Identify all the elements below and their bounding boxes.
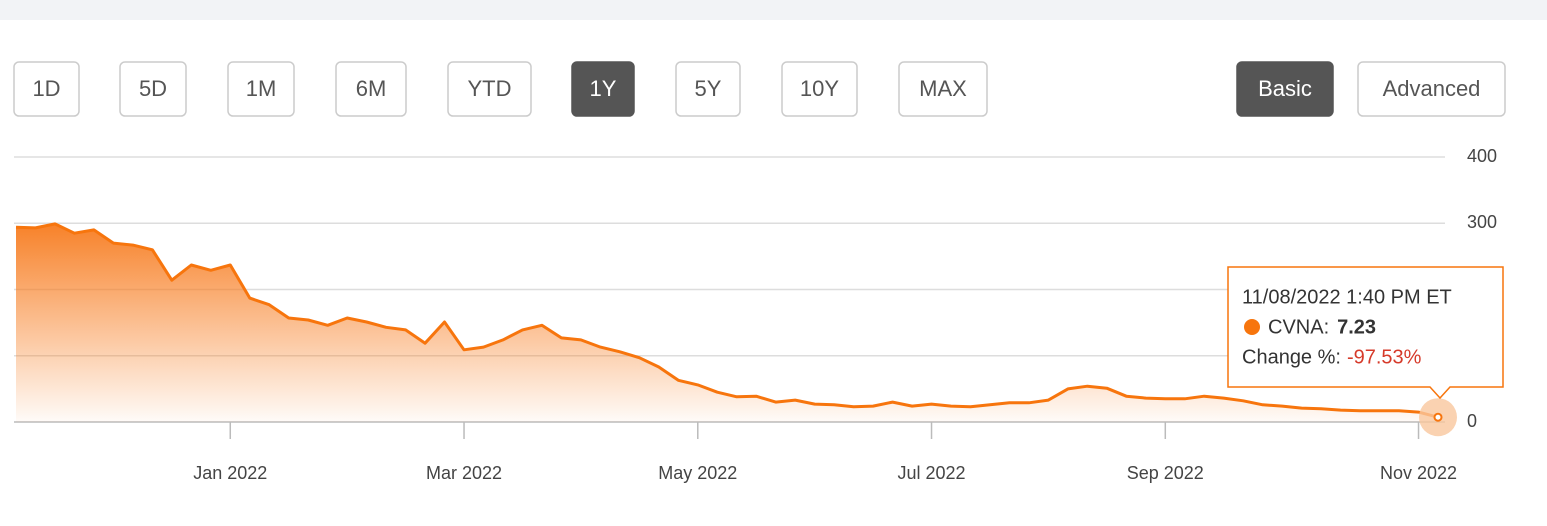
range-button[interactable] [447,61,532,117]
top-bar [0,0,1547,20]
range-label[interactable]: 5D [139,76,167,101]
y-tick-label: 400 [1467,146,1497,166]
view-button[interactable] [1236,61,1334,117]
x-tick-label: Mar 2022 [426,463,502,483]
x-tick-label: Sep 2022 [1127,463,1204,483]
range-label[interactable]: MAX [919,76,967,101]
tooltip-box [1227,266,1504,400]
tooltip-value: 7.23 [1337,316,1376,338]
range-button[interactable] [675,61,741,117]
tooltip-symbol: CVNA: [1268,316,1329,338]
view-label[interactable]: Advanced [1383,76,1481,101]
range-label[interactable]: YTD [468,76,512,101]
range-label[interactable]: 1M [246,76,277,101]
range-button[interactable] [335,61,407,117]
range-button[interactable] [227,61,295,117]
y-tick-label: 300 [1467,212,1497,232]
range-button[interactable] [898,61,988,117]
x-tick-label: Jul 2022 [898,463,966,483]
tooltip-date: 11/08/2022 1:40 PM ET [1242,286,1452,308]
range-button[interactable] [119,61,187,117]
x-tick-label: Jan 2022 [193,463,267,483]
range-label[interactable]: 5Y [695,76,722,101]
range-label[interactable]: 1D [32,76,60,101]
tooltip-change-label: Change %: [1242,346,1341,368]
range-button[interactable] [571,61,635,117]
y-tick-label: 0 [1467,411,1477,431]
line [15,222,1439,419]
area [16,223,1438,422]
range-label[interactable]: 6M [356,76,387,101]
view-button[interactable] [1357,61,1506,117]
tooltip-change: -97.53% [1347,346,1422,368]
range-button[interactable] [13,61,80,117]
view-label[interactable]: Basic [1258,76,1312,101]
x-tick-label: May 2022 [658,463,737,483]
x-tick-label: Nov 2022 [1380,463,1457,483]
range-label[interactable]: 1Y [590,76,617,101]
range-label[interactable]: 10Y [800,76,839,101]
hover-point [1433,412,1443,422]
range-button[interactable] [781,61,858,117]
tooltip-dot [1244,319,1260,335]
